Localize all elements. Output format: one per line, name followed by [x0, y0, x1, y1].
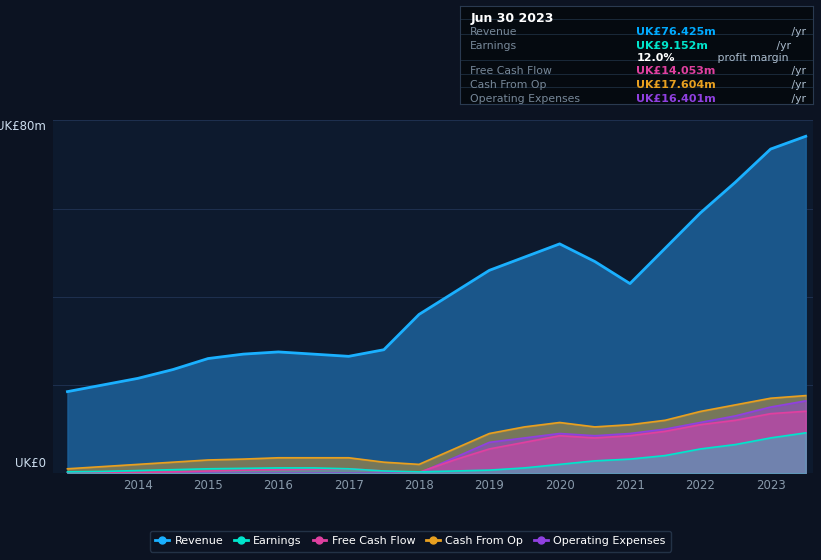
Text: UK£80m: UK£80m: [0, 120, 46, 133]
Text: /yr: /yr: [788, 67, 806, 76]
Text: /yr: /yr: [773, 41, 791, 51]
Text: UK£14.053m: UK£14.053m: [636, 67, 716, 76]
Text: profit margin: profit margin: [714, 53, 788, 63]
Text: UK£76.425m: UK£76.425m: [636, 27, 716, 37]
Text: /yr: /yr: [788, 27, 806, 37]
Text: Free Cash Flow: Free Cash Flow: [470, 67, 553, 76]
Text: UK£17.604m: UK£17.604m: [636, 80, 716, 90]
Text: Operating Expenses: Operating Expenses: [470, 94, 580, 104]
Text: Cash From Op: Cash From Op: [470, 80, 547, 90]
Text: /yr: /yr: [788, 94, 806, 104]
Text: UK£9.152m: UK£9.152m: [636, 41, 709, 51]
Text: Earnings: Earnings: [470, 41, 517, 51]
Text: /yr: /yr: [788, 80, 806, 90]
Legend: Revenue, Earnings, Free Cash Flow, Cash From Op, Operating Expenses: Revenue, Earnings, Free Cash Flow, Cash …: [150, 530, 671, 552]
Text: 12.0%: 12.0%: [636, 53, 675, 63]
Text: Revenue: Revenue: [470, 27, 518, 37]
Text: Jun 30 2023: Jun 30 2023: [470, 12, 553, 25]
Text: UK£16.401m: UK£16.401m: [636, 94, 716, 104]
Text: UK£0: UK£0: [15, 456, 46, 470]
